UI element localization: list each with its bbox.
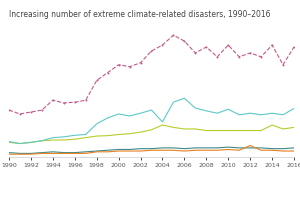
Text: Increasing number of extreme climate-related disasters, 1990–2016: Increasing number of extreme climate-rel… — [9, 10, 271, 19]
